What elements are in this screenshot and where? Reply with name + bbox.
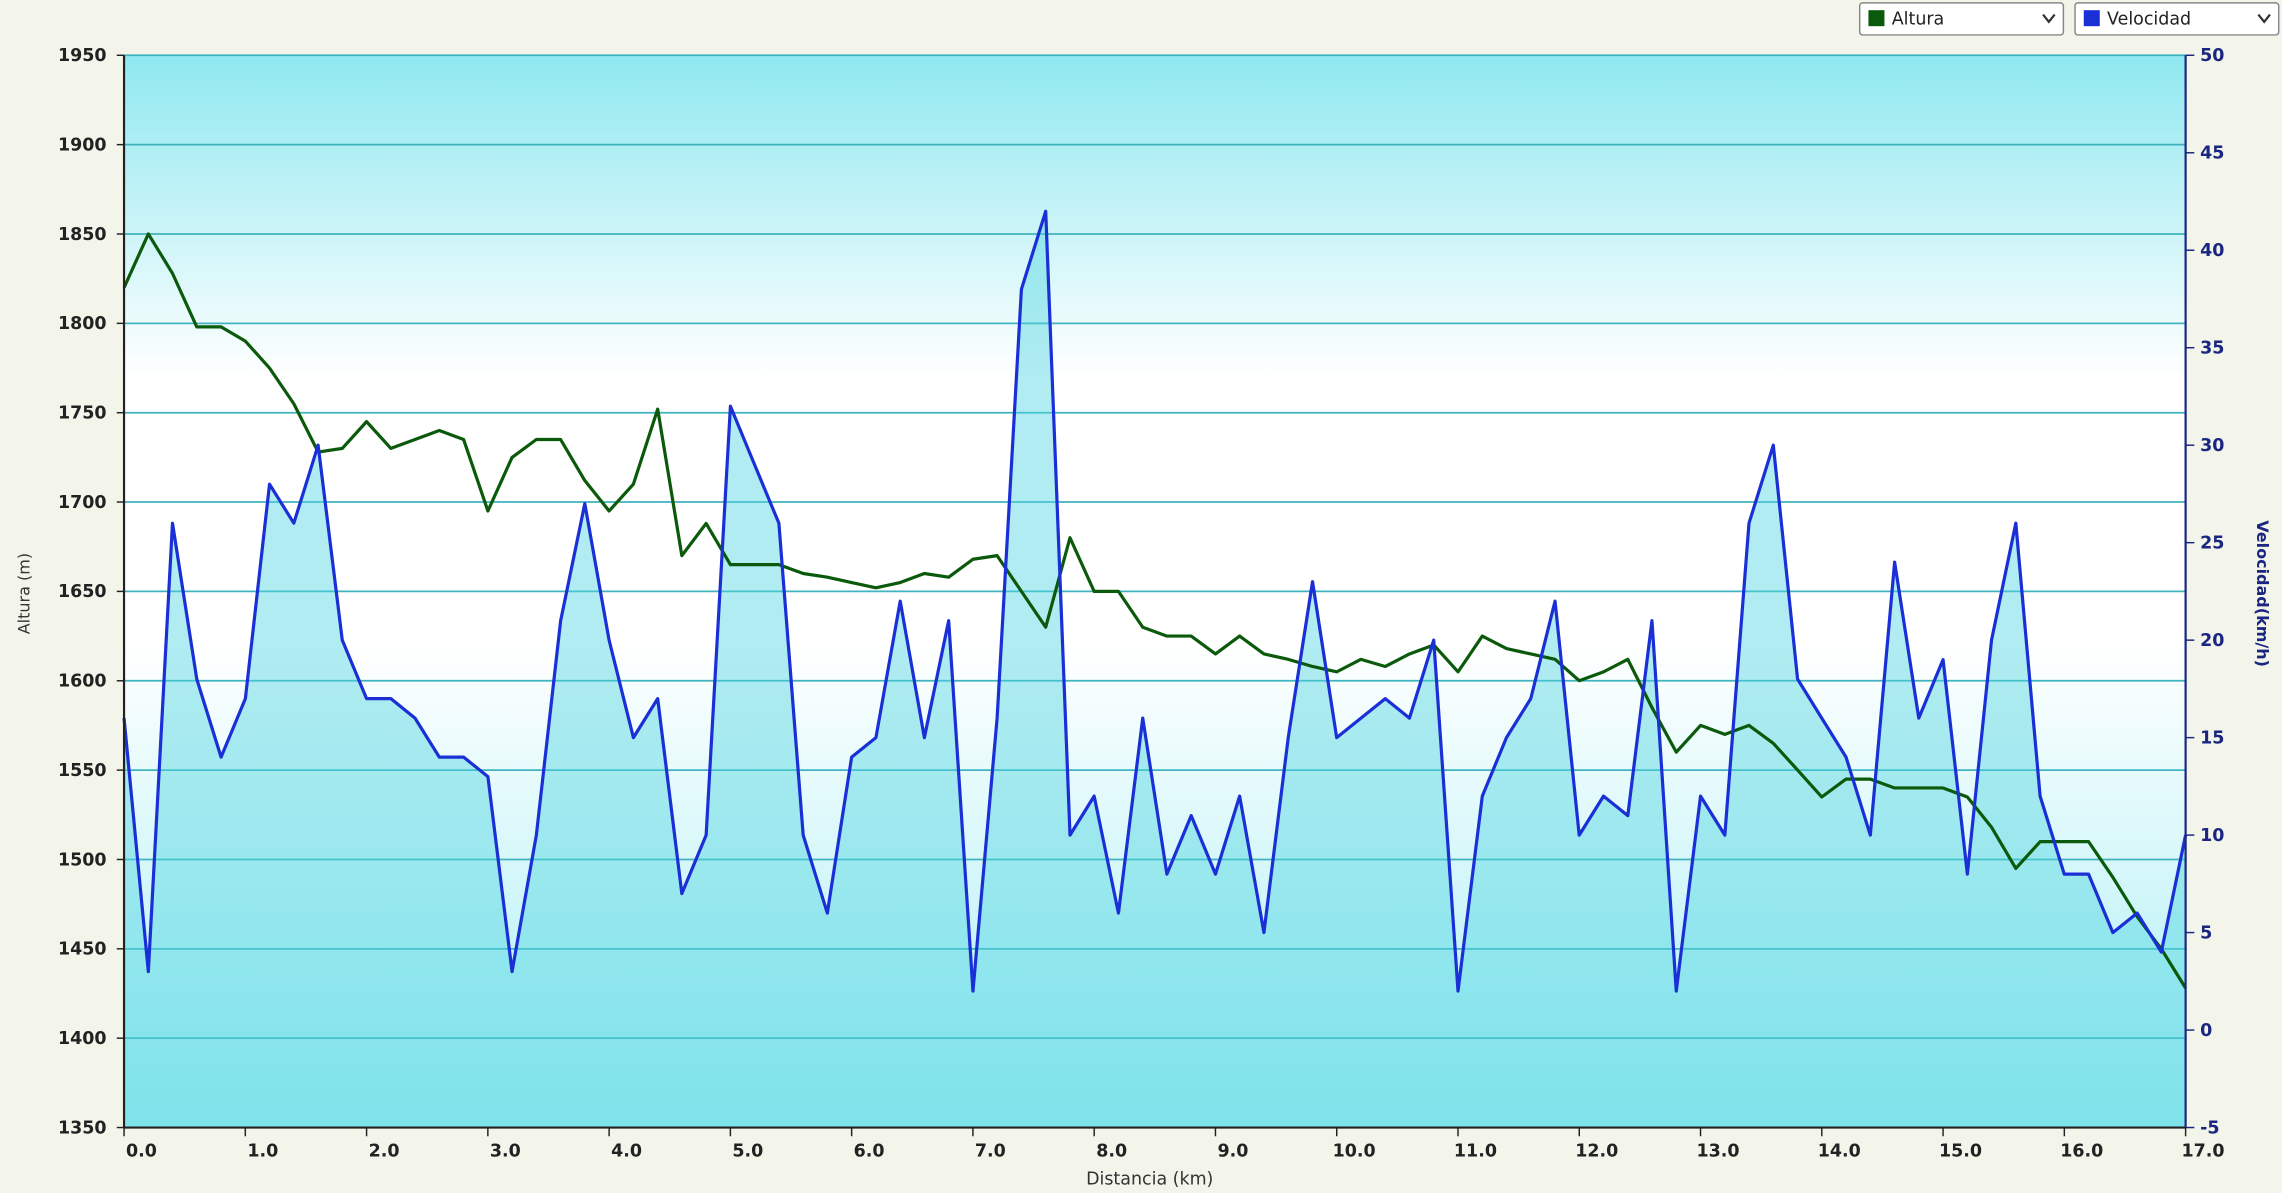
y-tick-label: 1550 (58, 761, 107, 781)
dropdown-box[interactable] (1860, 3, 2064, 35)
y2-tick-label: 35 (2200, 339, 2224, 359)
y2-tick-label: 10 (2200, 826, 2224, 846)
page: {"chart_data": {"type": "line", "x_label… (0, 0, 2282, 1193)
x-tick-label: 7.0 (975, 1142, 1006, 1162)
y2-tick-label: 25 (2200, 533, 2224, 553)
legend-label: Velocidad (2107, 10, 2191, 30)
y2-tick-label: 40 (2200, 241, 2224, 261)
chart: Distancia (km) Altura (m) Velocidad(km/h… (0, 0, 2282, 1193)
y-tick-label: 1800 (58, 314, 107, 334)
y2-tick-label: 5 (2200, 923, 2212, 943)
legend-label: Altura (1892, 10, 1945, 30)
y2-tick-label: 20 (2200, 631, 2224, 651)
y2-tick-label: 0 (2200, 1021, 2212, 1041)
legend-swatch (1868, 10, 1884, 26)
y-tick-label: 1850 (58, 225, 107, 245)
legend-dropdown[interactable]: Altura (1860, 3, 2064, 35)
x-tick-label: 5.0 (732, 1142, 763, 1162)
x-tick-label: 14.0 (1818, 1142, 1861, 1162)
y-axis-label: Altura (m) (14, 553, 33, 634)
y-tick-label: 1500 (58, 850, 107, 870)
x-axis-label: Distancia (km) (1086, 1169, 1213, 1189)
y-tick-label: 1700 (58, 493, 107, 513)
x-tick-label: 13.0 (1696, 1142, 1739, 1162)
x-tick-label: 8.0 (1096, 1142, 1127, 1162)
y-tick-label: 1650 (58, 582, 107, 602)
y2-tick-label: 50 (2200, 46, 2224, 66)
y-tick-label: 1750 (58, 404, 107, 424)
legend-swatch (2084, 10, 2100, 26)
y-tick-label: 1900 (58, 135, 107, 155)
x-tick-label: 3.0 (490, 1142, 521, 1162)
x-tick-label: 10.0 (1333, 1142, 1376, 1162)
x-tick-label: 6.0 (854, 1142, 885, 1162)
y-tick-label: 1350 (58, 1118, 107, 1138)
y2-axis-label: Velocidad(km/h) (2253, 520, 2272, 667)
x-tick-label: 2.0 (369, 1142, 400, 1162)
y-tick-label: 1400 (58, 1029, 107, 1049)
x-tick-label: 11.0 (1454, 1142, 1497, 1162)
y2-tick-label: 15 (2200, 728, 2224, 748)
y2-tick-label: 30 (2200, 436, 2224, 456)
y-tick-label: 1600 (58, 672, 107, 692)
x-tick-label: 15.0 (1939, 1142, 1982, 1162)
x-tick-label: 16.0 (2060, 1142, 2103, 1162)
y-tick-label: 1450 (58, 940, 107, 960)
x-tick-label: 0.0 (126, 1142, 157, 1162)
legend-dropdown[interactable]: Velocidad (2075, 3, 2279, 35)
x-tick-label: 1.0 (247, 1142, 278, 1162)
y-tick-label: 1950 (58, 46, 107, 66)
x-tick-label: 9.0 (1217, 1142, 1248, 1162)
y2-tick-label: 45 (2200, 144, 2224, 164)
y2-tick-label: -5 (2200, 1118, 2219, 1138)
x-tick-label: 17.0 (2182, 1142, 2225, 1162)
x-tick-label: 12.0 (1575, 1142, 1618, 1162)
x-tick-label: 4.0 (611, 1142, 642, 1162)
